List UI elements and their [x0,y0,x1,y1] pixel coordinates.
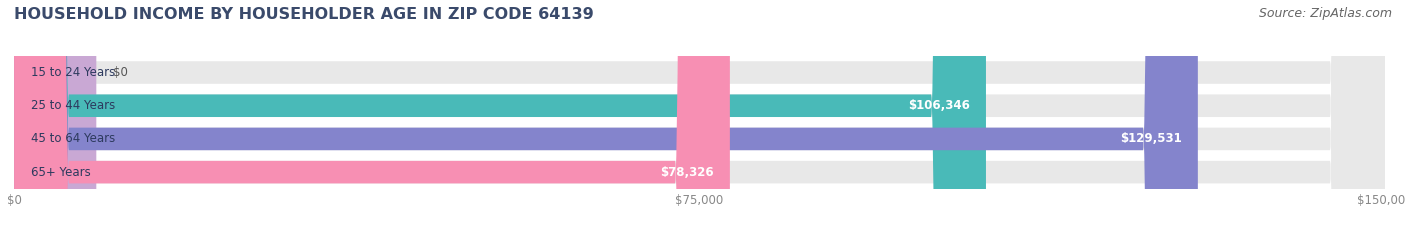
FancyBboxPatch shape [14,0,1385,233]
FancyBboxPatch shape [14,0,1198,233]
Text: $0: $0 [112,66,128,79]
Text: $78,326: $78,326 [659,166,713,179]
FancyBboxPatch shape [14,0,986,233]
FancyBboxPatch shape [14,0,1385,233]
FancyBboxPatch shape [14,0,1385,233]
Text: Source: ZipAtlas.com: Source: ZipAtlas.com [1258,7,1392,20]
Text: $129,531: $129,531 [1119,132,1181,145]
Text: 45 to 64 Years: 45 to 64 Years [31,132,115,145]
Text: 15 to 24 Years: 15 to 24 Years [31,66,115,79]
FancyBboxPatch shape [14,0,730,233]
Text: 25 to 44 Years: 25 to 44 Years [31,99,115,112]
Text: HOUSEHOLD INCOME BY HOUSEHOLDER AGE IN ZIP CODE 64139: HOUSEHOLD INCOME BY HOUSEHOLDER AGE IN Z… [14,7,593,22]
Text: 65+ Years: 65+ Years [31,166,90,179]
Text: $106,346: $106,346 [908,99,970,112]
FancyBboxPatch shape [14,0,1385,233]
FancyBboxPatch shape [14,0,96,233]
